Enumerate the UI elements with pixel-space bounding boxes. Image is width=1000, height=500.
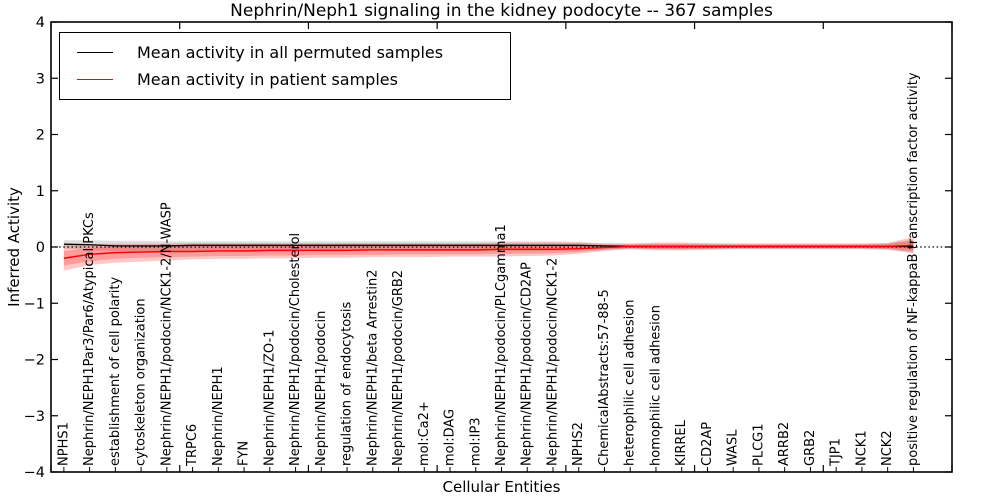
entity-label: mol:Ca2+ [417,401,432,466]
entity-label: FYN [237,441,252,466]
y-axis-label: Inferred Activity [5,187,23,307]
entity-label: mol:DAG [443,409,458,466]
y-tick-label: −1 [24,296,45,312]
entity-label: Nephrin/NEPH1/podocin/CD2AP [520,262,535,466]
entity-label: mol:IP3 [468,417,483,466]
permuted-line-icon [77,52,113,53]
y-tick-label: 0 [36,240,45,256]
entity-label: Nephrin/NEPH1/podocin/PLCgamma1 [494,224,509,466]
entity-label: KIRREL [674,419,689,466]
entity-label: PLCG1 [751,423,766,466]
entity-label: NPHS2 [571,422,586,466]
entity-label: Nephrin/NEPH1/podocin [314,311,329,466]
entity-label: WASL [726,429,741,466]
permuted-confidence-band [63,239,914,253]
legend-item-permuted: Mean activity in all permuted samples [77,39,510,66]
entity-label: TRPC6 [185,424,200,467]
entity-label: Nephrin/NEPH1/beta Arrestin2 [365,270,380,467]
entity-label: NPHS1 [56,422,71,466]
y-tick-label: −2 [24,353,45,369]
legend-item-patient: Mean activity in patient samples [77,66,510,93]
entity-label: ARRB2 [777,422,792,466]
y-tick-label: 4 [36,15,45,31]
entity-label: regulation of endocytosis [340,301,355,466]
entity-label: Nephrin/NEPH1Par3/Par6/Atypical PKCs [82,212,97,466]
entity-label: cytoskeleton organization [134,298,149,466]
y-tick-label: −3 [24,409,45,425]
legend-label-permuted: Mean activity in all permuted samples [137,43,444,62]
legend-label-patient: Mean activity in patient samples [137,70,398,89]
entity-label: homophilic cell adhesion [648,305,663,466]
entity-label: TJP1 [829,438,844,467]
patient-mean-line [63,244,914,259]
y-tick-label: −4 [24,465,45,481]
entity-label: Nephrin/NEPH1/podocin/NCK1-2/N-WASP [159,202,174,466]
entity-label: Nephrin/NEPH1/podocin/GRB2 [391,270,406,466]
entity-label: positive regulation of NF-kappaB transcr… [906,72,921,466]
entity-label: CD2AP [700,422,715,466]
y-tick-label: 2 [36,128,45,144]
entity-label: heterophilic cell adhesion [623,300,638,467]
x-axis-label: Cellular Entities [442,478,561,496]
entity-label: NCK2 [880,430,895,466]
entity-label: Nephrin/NEPH1/podocin/NCK1-2 [545,258,560,466]
entity-label: establishment of cell polarity [108,277,123,466]
chart-title: Nephrin/Neph1 signaling in the kidney po… [230,1,773,21]
entity-label: GRB2 [803,430,818,466]
y-tick-label: 3 [36,71,45,87]
entity-label: Nephrin/NEPH1/podocin/Cholesterol [288,233,303,466]
y-tick-label: 1 [36,184,45,200]
entity-label: Nephrin/NEPH1 [211,366,226,466]
patient-line-icon [77,79,113,80]
entity-label: NCK1 [854,430,869,466]
legend: Mean activity in all permuted samples Me… [59,32,511,100]
entity-label: ChemicalAbstracts:57-88-5 [597,289,612,466]
entity-label: Nephrin/NEPH1/ZO-1 [262,330,277,466]
